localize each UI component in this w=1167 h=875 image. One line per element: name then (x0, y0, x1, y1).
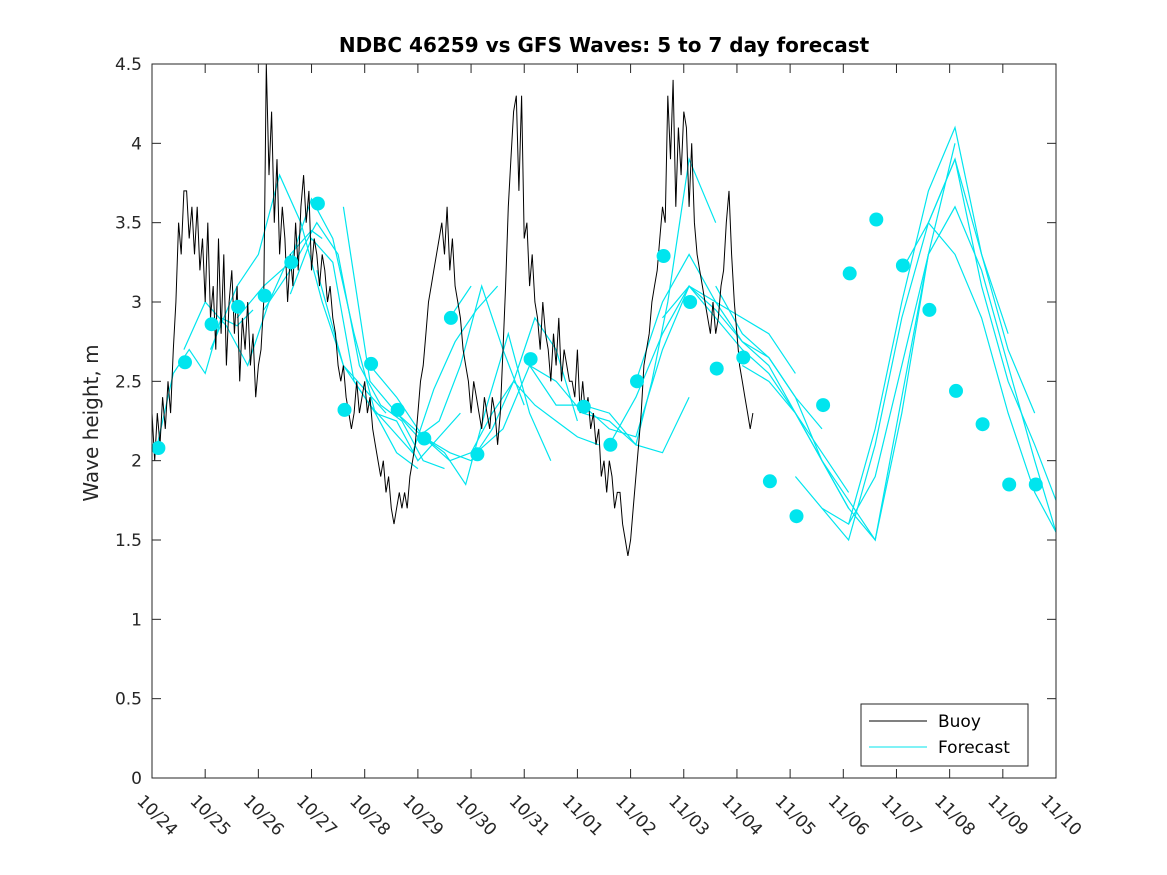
forecast-point (922, 302, 937, 317)
legend: Buoy Forecast (860, 703, 1029, 767)
forecast-line-11 (422, 380, 599, 462)
forecast-line-14 (529, 156, 717, 447)
forecast-lines (156, 125, 1057, 542)
forecast-point (523, 352, 538, 367)
buoy-series (151, 63, 754, 556)
forecast-point (470, 447, 485, 462)
forecast-line-10 (396, 316, 578, 462)
forecast-points (151, 196, 1043, 524)
plot-area (152, 64, 1056, 778)
forecast-point (576, 399, 591, 414)
forecast-point (816, 398, 831, 413)
forecast-line-25 (927, 222, 1057, 533)
forecast-point (630, 374, 644, 389)
legend-buoy-label: Buoy (938, 712, 981, 732)
forecast-point (842, 266, 857, 281)
forecast-point (895, 258, 910, 273)
forecast-line-3 (209, 173, 387, 414)
forecast-line-20 (741, 143, 956, 542)
forecast-point (310, 196, 325, 211)
forecast-line-21 (794, 125, 1009, 526)
forecast-line-9 (369, 331, 552, 486)
y-tick-label: 1 (131, 610, 142, 630)
chart-title: NDBC 46259 vs GFS Waves: 5 to 7 day fore… (339, 33, 870, 57)
forecast-line-2 (183, 229, 323, 368)
forecast-point (284, 255, 299, 270)
y-axis: 0 0.5 1 1.5 2 2.5 3 3.5 4 4.5 (115, 55, 1056, 789)
y-tick-label: 3 (131, 293, 142, 313)
forecast-point (1002, 477, 1017, 492)
forecast-point (603, 437, 618, 452)
y-tick-label: 3.5 (115, 214, 142, 234)
y-axis-label: Wave height, m (79, 344, 103, 501)
forecast-line-4 (236, 197, 419, 470)
forecast-line-1 (156, 309, 254, 445)
y-tick-label: 0.5 (115, 690, 142, 710)
forecast-point (337, 402, 352, 417)
forecast-point (789, 509, 804, 524)
forecast-point (151, 441, 166, 455)
forecast-point (390, 402, 405, 417)
forecast-point (869, 212, 884, 227)
forecast-point (1028, 477, 1043, 492)
y-tick-label: 4.5 (115, 55, 142, 75)
y-tick-label: 2.5 (115, 372, 142, 392)
y-tick-label: 2 (131, 452, 142, 472)
forecast-point (417, 431, 432, 446)
forecast-point (257, 288, 272, 303)
legend-box (860, 703, 1029, 767)
y-tick-label: 0 (131, 769, 142, 789)
y-tick-label: 4 (131, 134, 142, 154)
plot-frame (151, 63, 1057, 779)
forecast-point (204, 317, 219, 332)
y-tick-label: 1.5 (115, 531, 142, 551)
legend-forecast-label: Forecast (938, 738, 1010, 758)
forecast-line-8 (342, 206, 525, 438)
forecast-point (683, 295, 698, 309)
forecast-point (975, 417, 990, 432)
forecast-line-7 (316, 270, 499, 454)
forecast-point (231, 299, 246, 314)
forecast-point (656, 249, 671, 263)
forecast-point (178, 355, 192, 370)
forecast-point (443, 310, 458, 325)
forecast-point (736, 350, 751, 365)
forecast-point (762, 474, 777, 489)
buoy-line (151, 63, 754, 556)
forecast-point (364, 356, 379, 371)
forecast-line-23 (848, 205, 1057, 533)
forecast-point (949, 383, 963, 398)
forecast-point (709, 361, 724, 376)
